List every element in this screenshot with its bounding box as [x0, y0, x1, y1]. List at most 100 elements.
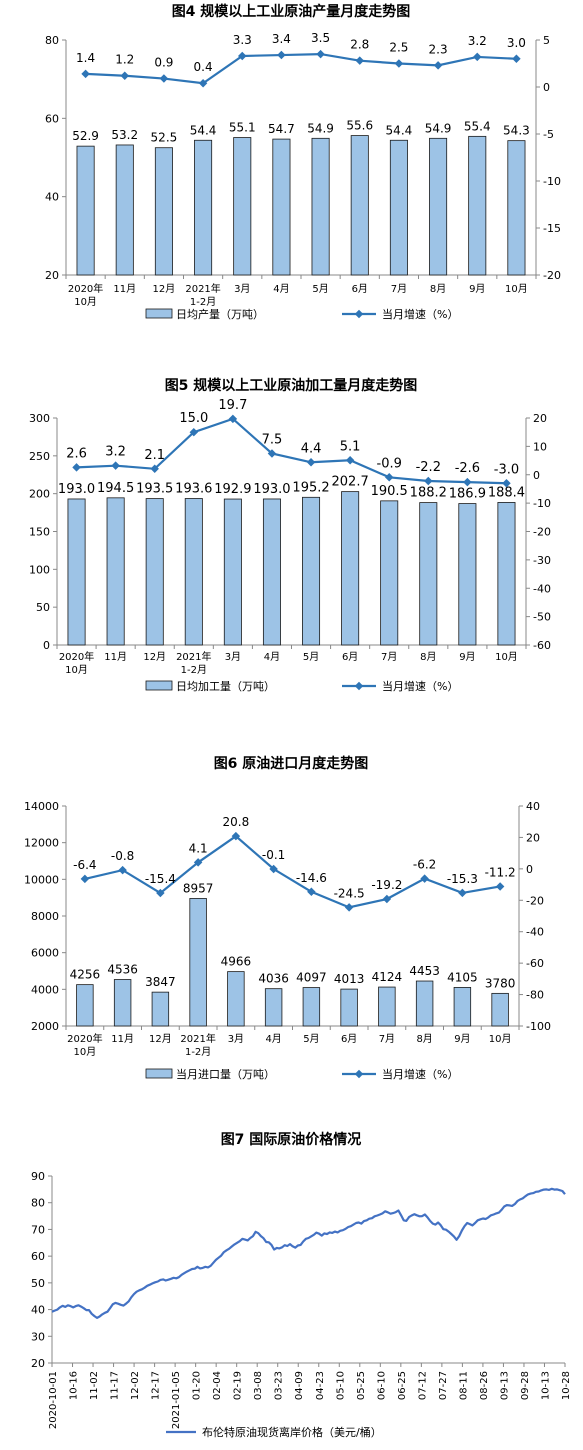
bar — [453, 987, 472, 1027]
bar — [233, 137, 252, 276]
right-tick-label: -10 — [533, 497, 551, 510]
legend-bar-label: 日均加工量（万吨） — [176, 680, 275, 693]
growth-point — [394, 59, 404, 68]
right-tick-label: 0 — [526, 863, 533, 876]
x-tick-label: 2020年 — [67, 1032, 102, 1045]
chart-title: 图5 规模以上工业原油加工量月度走势图 — [165, 377, 418, 394]
growth-point — [495, 882, 505, 891]
y-tick-label: 60 — [31, 1250, 45, 1263]
bar-data-label: 193.0 — [253, 482, 290, 497]
chart-6-oil-imports: 图6 原油进口月度走势图 14000 12000 10000 8000 6000 4000 2… — [24, 755, 551, 1081]
x-tick-label: 2021年 — [180, 1032, 215, 1045]
bar — [311, 137, 330, 276]
growth-data-label: 3.4 — [272, 32, 291, 46]
bar-data-label: 202.7 — [332, 475, 369, 490]
x-tick-label: 11月 — [111, 1033, 134, 1045]
left-tick-label: 20 — [45, 269, 59, 282]
growth-point — [118, 865, 127, 875]
bar-data-label: 55.6 — [346, 119, 373, 133]
y-tick-label: 90 — [31, 1170, 45, 1183]
left-tick-label: 10000 — [24, 873, 59, 886]
right-tick-label: 40 — [526, 800, 540, 813]
growth-data-label: 2.3 — [429, 42, 448, 56]
legend-line-marker — [354, 681, 364, 691]
growth-point — [193, 858, 203, 867]
bar-data-label: 3847 — [145, 975, 176, 989]
x-tick-label: 5月 — [303, 1033, 319, 1045]
growth-data-label: -6.4 — [73, 858, 96, 872]
growth-data-label: 4.1 — [189, 841, 208, 855]
bar — [491, 992, 509, 1027]
bar-data-label: 54.9 — [307, 121, 334, 135]
x-tick-label: 12月 — [153, 283, 176, 295]
growth-data-label: 1.2 — [115, 53, 134, 67]
bar-data-label: 188.4 — [488, 485, 525, 500]
legend-bar-label: 日均产量（万吨） — [176, 307, 264, 321]
left-tick-label: 12000 — [24, 837, 59, 850]
growth-data-label: -11.2 — [485, 865, 516, 879]
growth-data-label: -0.8 — [111, 849, 134, 863]
x-tick-label: 2020年 — [59, 650, 94, 663]
x-tick-label: 05-10 — [335, 1371, 346, 1400]
x-tick-label: 10月 — [495, 651, 518, 663]
growth-data-label: -0.9 — [377, 456, 402, 471]
growth-point — [267, 449, 277, 458]
growth-point — [424, 476, 433, 486]
left-tick-label: 60 — [45, 112, 59, 125]
chart-5-oil-processing: 图5 规模以上工业原油加工量月度走势图300250200150100500201… — [29, 377, 551, 693]
growth-point — [502, 479, 511, 488]
right-tick-label: -20 — [543, 269, 561, 282]
right-tick-label: 5 — [543, 34, 550, 47]
bar-data-label: 54.4 — [386, 123, 413, 137]
bar — [468, 135, 487, 276]
bar — [302, 496, 321, 646]
x-tick-label: 7月 — [391, 283, 407, 295]
bar-data-label: 4105 — [447, 970, 478, 984]
y-tick-label: 30 — [31, 1330, 45, 1343]
growth-point — [156, 888, 165, 898]
left-tick-label: 0 — [43, 639, 50, 652]
right-tick-label: -60 — [526, 957, 544, 970]
legend-bar-swatch — [145, 308, 173, 319]
chart-title: 图4 规模以上工业原油产量月度走势图 — [172, 3, 411, 20]
bar-data-label: 186.9 — [449, 487, 486, 502]
growth-data-label: 19.7 — [218, 398, 247, 413]
growth-data-label: 1.4 — [76, 51, 95, 65]
left-tick-label: 80 — [45, 34, 59, 47]
growth-data-label: 2.6 — [66, 446, 87, 461]
right-tick-label: -15 — [543, 222, 561, 235]
growth-data-label: 4.4 — [301, 441, 322, 456]
x-tick-label: 6月 — [342, 651, 358, 663]
x-tick-label: 11-17 — [110, 1371, 121, 1400]
x-tick-label: 04-09 — [294, 1371, 305, 1400]
growth-line — [76, 417, 507, 485]
growth-data-label: -2.2 — [416, 460, 441, 475]
growth-point — [269, 864, 278, 874]
bar — [145, 498, 164, 646]
growth-data-label: 5.1 — [340, 439, 361, 454]
right-tick-label: -50 — [533, 611, 551, 624]
growth-data-label: 2.5 — [389, 41, 408, 55]
x-tick-label: 5月 — [312, 283, 328, 295]
bar — [507, 140, 526, 276]
bar — [67, 498, 86, 646]
bar-data-label: 8957 — [183, 881, 214, 895]
bar-data-label: 188.2 — [410, 486, 447, 501]
x-tick-label: 08-26 — [479, 1371, 490, 1400]
x-tick-label: 3月 — [228, 1033, 244, 1045]
x-tick-label: 4月 — [265, 1033, 281, 1045]
growth-line — [84, 834, 501, 909]
x-tick-label: 9月 — [469, 283, 485, 295]
bar — [350, 135, 369, 276]
left-tick-label: 250 — [29, 450, 50, 463]
growth-data-label: -24.5 — [334, 886, 365, 900]
x-tick-label: 7月 — [381, 651, 397, 663]
growth-data-label: -6.2 — [413, 858, 436, 872]
x-tick-label: 12月 — [143, 651, 166, 663]
bar — [76, 984, 94, 1027]
x-tick-label: 1-2月 — [181, 664, 207, 676]
bar-data-label: 190.5 — [371, 484, 408, 499]
bar-data-label: 4124 — [372, 970, 403, 984]
bar — [106, 497, 125, 646]
bar — [262, 498, 281, 646]
